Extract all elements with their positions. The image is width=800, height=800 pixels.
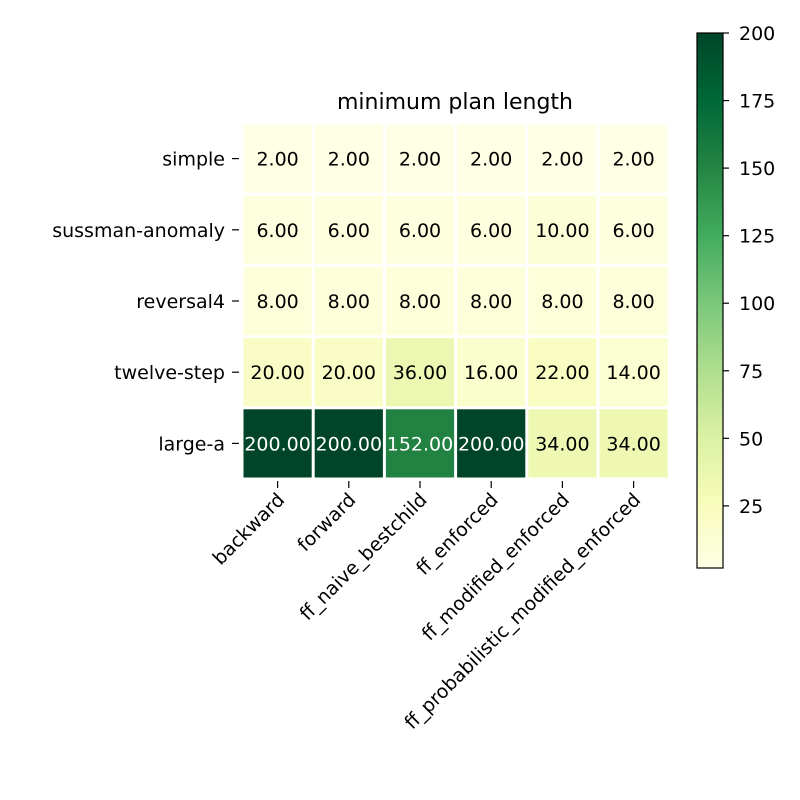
colorbar-tick-label: 75 [739,361,763,383]
heatmap-cell [314,124,383,193]
chart-title: minimum plan length [337,90,573,115]
heatmap-cell [528,338,597,407]
row-label: twelve-step [114,362,225,384]
cell-value-label: 8.00 [612,291,654,313]
cell-value-label: 22.00 [535,362,589,384]
heatmap-cell [457,338,526,407]
heatmap-cell [528,124,597,193]
cell-value-label: 8.00 [470,291,512,313]
row-label: reversal4 [136,291,225,313]
cell-value-label: 14.00 [606,362,660,384]
row-labels: simple sussman-anomaly reversal4 twelve-ste… [52,149,239,455]
heatmap-cell [243,409,312,478]
colorbar-tick-label: 50 [739,428,763,450]
cell-value-label: 2.00 [541,149,583,171]
heatmap-cell [385,338,455,407]
cell-value-label: 8.00 [256,291,298,313]
heatmap-cell [243,266,312,336]
colorbar-ticks: 25 50 75 100 125 150 175 200 [723,23,775,518]
heatmap-cell [528,409,597,478]
cell-value-label: 200.00 [458,433,524,455]
heatmap-cell [599,338,668,407]
column-label: ff_naive_bestchild [296,489,432,625]
colorbar-tick-label: 150 [739,158,775,180]
cell-value-label: 200.00 [244,433,310,455]
heatmap-cell [243,124,312,193]
colorbar-tick-label: 200 [739,23,775,45]
row-label: simple [162,149,225,171]
heatmap-cells: 2.00 2.00 2.00 2.00 2.00 2.00 6.00 6.00 6.00 6.00… [243,124,668,478]
cell-value-label: 2.00 [470,149,512,171]
heatmap-cell [314,409,383,478]
heatmap-cell [243,338,312,407]
cell-value-label: 36.00 [393,362,447,384]
heatmap-cell [314,266,383,336]
cell-value-label: 200.00 [316,433,382,455]
cell-value-label: 6.00 [470,220,512,242]
cell-value-label: 6.00 [256,220,298,242]
heatmap-cell [385,124,455,193]
cell-value-label: 6.00 [328,220,370,242]
cell-value-label: 8.00 [328,291,370,313]
heatmap-cell [457,195,526,264]
cell-value-label: 2.00 [399,149,441,171]
heatmap-cell [599,266,668,336]
row-label: large-a [158,433,225,455]
heatmap-cell [385,195,455,264]
cell-value-label: 8.00 [399,291,441,313]
heatmap-cell [457,266,526,336]
cell-value-label: 16.00 [464,362,518,384]
heatmap-cell [528,195,597,264]
heatmap-cell [528,266,597,336]
cell-value-label: 8.00 [541,291,583,313]
heatmap-cell [457,124,526,193]
cell-value-label: 2.00 [612,149,654,171]
colorbar-tick-label: 125 [739,226,775,248]
cell-value-label: 2.00 [256,149,298,171]
heatmap-cell [457,409,526,478]
colorbar-tick-label: 175 [739,91,775,113]
colorbar-tick-label: 100 [739,293,775,315]
cell-value-label: 6.00 [612,220,654,242]
cell-value-label: 20.00 [322,362,376,384]
cell-value-label: 152.00 [387,433,453,455]
heatmap-cell [243,195,312,264]
heatmap-cell [385,266,455,336]
cell-value-label: 34.00 [535,433,589,455]
column-label: backward [209,489,290,570]
heatmap-cell [385,409,455,478]
column-labels: backward forwardff_naive_bestchildff_enfo… [209,481,645,734]
heatmap-cell [599,124,668,193]
cell-value-label: 34.00 [606,433,660,455]
colorbar-tick-label: 25 [739,496,763,518]
heatmap-cell [599,409,668,478]
colorbar [696,32,724,569]
heatmap-cell [314,195,383,264]
heatmap-cell [314,338,383,407]
row-label: sussman-anomaly [52,220,225,242]
column-label: forward [293,489,360,556]
cell-value-label: 2.00 [328,149,370,171]
cell-value-label: 6.00 [399,220,441,242]
cell-value-label: 20.00 [250,362,304,384]
cell-value-label: 10.00 [535,220,589,242]
colorbar-gradient [696,32,724,569]
heatmap-cell [599,195,668,264]
